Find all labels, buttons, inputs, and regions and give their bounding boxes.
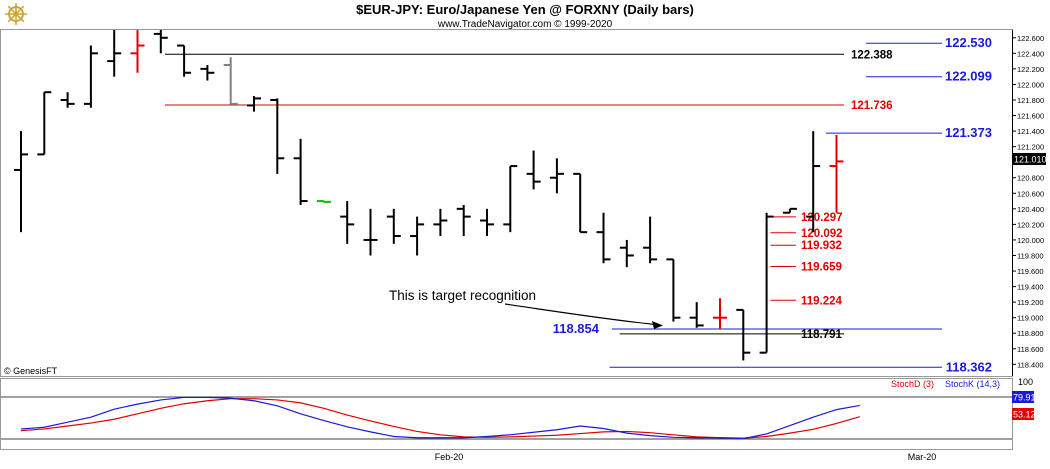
y-tick-label: 121.600	[1017, 112, 1044, 121]
level-label-120.092: 120.092	[801, 228, 843, 240]
level-label-118.362: 118.362	[946, 359, 992, 374]
ohlc-bar	[456, 204, 471, 237]
level-label-121.373: 121.373	[945, 125, 992, 140]
level-label-119.224: 119.224	[801, 295, 843, 307]
y-tick-label: 122.400	[1017, 49, 1044, 58]
price-panel	[0, 29, 1013, 377]
level-label-119.932: 119.932	[801, 240, 842, 252]
level-label-120.297: 120.297	[801, 212, 843, 224]
ohlc-bar	[223, 57, 238, 105]
ohlc-bar	[316, 200, 331, 203]
chart-subtitle: www.TradeNavigator.com © 1999-2020	[437, 19, 613, 30]
ohlc-bar	[386, 208, 401, 244]
y-tick-label: 119.200	[1017, 298, 1044, 307]
month-label-mar: Mar-20	[908, 452, 937, 462]
y-tick-label: 118.600	[1017, 345, 1044, 354]
provider-label: © GenesisFT	[4, 366, 58, 376]
svg-text:79.91: 79.91	[1013, 393, 1036, 403]
svg-text:121.010: 121.010	[1014, 155, 1047, 165]
y-tick-label: 122.200	[1017, 65, 1044, 74]
stochk-line	[20, 396, 860, 440]
stochk-legend: StochK (14,3)	[945, 379, 1000, 389]
ohlc-bar	[200, 64, 215, 81]
ohlc-bar	[433, 208, 448, 237]
ohlc-bar	[619, 239, 634, 268]
ohlc-bar	[293, 138, 308, 205]
ohlc-bar	[736, 308, 751, 361]
ohlc-bar	[689, 302, 704, 328]
y-tick-label: 121.400	[1017, 127, 1044, 136]
y-tick-label: 120.400	[1017, 205, 1044, 214]
ohlc-bar	[107, 30, 122, 77]
y-tick-label: 119.400	[1017, 283, 1044, 292]
ohlc-bar	[782, 207, 797, 214]
y-tick-label: 121.800	[1017, 96, 1044, 105]
y-tick-label: 119.600	[1017, 267, 1044, 276]
level-label-118.791: 118.791	[801, 329, 843, 341]
last-price-tag: 121.010	[1012, 153, 1047, 165]
y-tick-label: 120.800	[1017, 174, 1044, 183]
ohlc-bar	[177, 44, 192, 77]
annotation-text: This is target recognition	[389, 288, 536, 303]
stochd-value-tag: 53.12	[1012, 408, 1036, 420]
level-label-122.530: 122.530	[945, 35, 992, 50]
ohlc-bar	[666, 258, 681, 322]
y-tick-label: 120.600	[1017, 189, 1044, 198]
ohlc-bar	[759, 212, 774, 354]
ohlc-bar	[526, 150, 541, 190]
ohlc-bar	[503, 165, 518, 233]
ohlc-bar	[410, 216, 425, 256]
stochk-value-tag: 79.91	[1012, 391, 1036, 403]
annotation-arrow	[504, 303, 663, 329]
month-label-feb: Feb-20	[435, 452, 464, 462]
ohlc-bar	[340, 201, 355, 244]
ohlc-bar	[37, 91, 52, 156]
ohlc-bar	[270, 98, 285, 174]
ohlc-bar	[363, 208, 378, 256]
stoch-tick-100: 100	[1018, 377, 1033, 387]
level-label-119.659: 119.659	[801, 261, 842, 273]
stoch-panel	[0, 378, 1013, 450]
ohlc-bar	[14, 131, 28, 233]
y-tick-label: 121.200	[1017, 143, 1044, 152]
level-label-122.388: 122.388	[851, 49, 893, 61]
ohlc-bar	[480, 208, 494, 237]
ohlc-bar	[643, 216, 658, 264]
level-label-122.099: 122.099	[945, 69, 992, 84]
y-tick-label: 119.000	[1017, 314, 1044, 323]
y-tick-label: 119.800	[1017, 251, 1044, 260]
ohlc-bar	[596, 212, 611, 264]
ohlc-bar	[549, 158, 564, 194]
ohlc-bar	[806, 131, 821, 233]
ohlc-bar	[713, 298, 727, 330]
ohlc-bar	[83, 45, 98, 108]
stochd-legend: StochD (3)	[891, 379, 934, 389]
ohlc-bar	[573, 172, 588, 234]
level-label-118.854: 118.854	[553, 321, 600, 336]
y-tick-label: 118.400	[1017, 360, 1044, 369]
y-tick-label: 122.000	[1017, 80, 1044, 89]
ohlc-bar	[130, 30, 145, 73]
y-tick-label: 122.600	[1017, 34, 1044, 43]
ohlc-bar	[829, 134, 844, 213]
svg-text:53.12: 53.12	[1013, 410, 1036, 420]
level-label-121.736: 121.736	[851, 100, 893, 112]
ship-wheel-icon	[5, 3, 27, 25]
ohlc-bar	[60, 92, 75, 108]
y-tick-label: 120.200	[1017, 220, 1044, 229]
y-tick-label: 118.800	[1017, 329, 1044, 338]
ohlc-bar	[247, 96, 261, 112]
chart-title: $EUR-JPY: Euro/Japanese Yen @ FORXNY (Da…	[356, 2, 694, 17]
ohlc-bar	[153, 30, 168, 54]
y-tick-label: 120.000	[1017, 236, 1044, 245]
